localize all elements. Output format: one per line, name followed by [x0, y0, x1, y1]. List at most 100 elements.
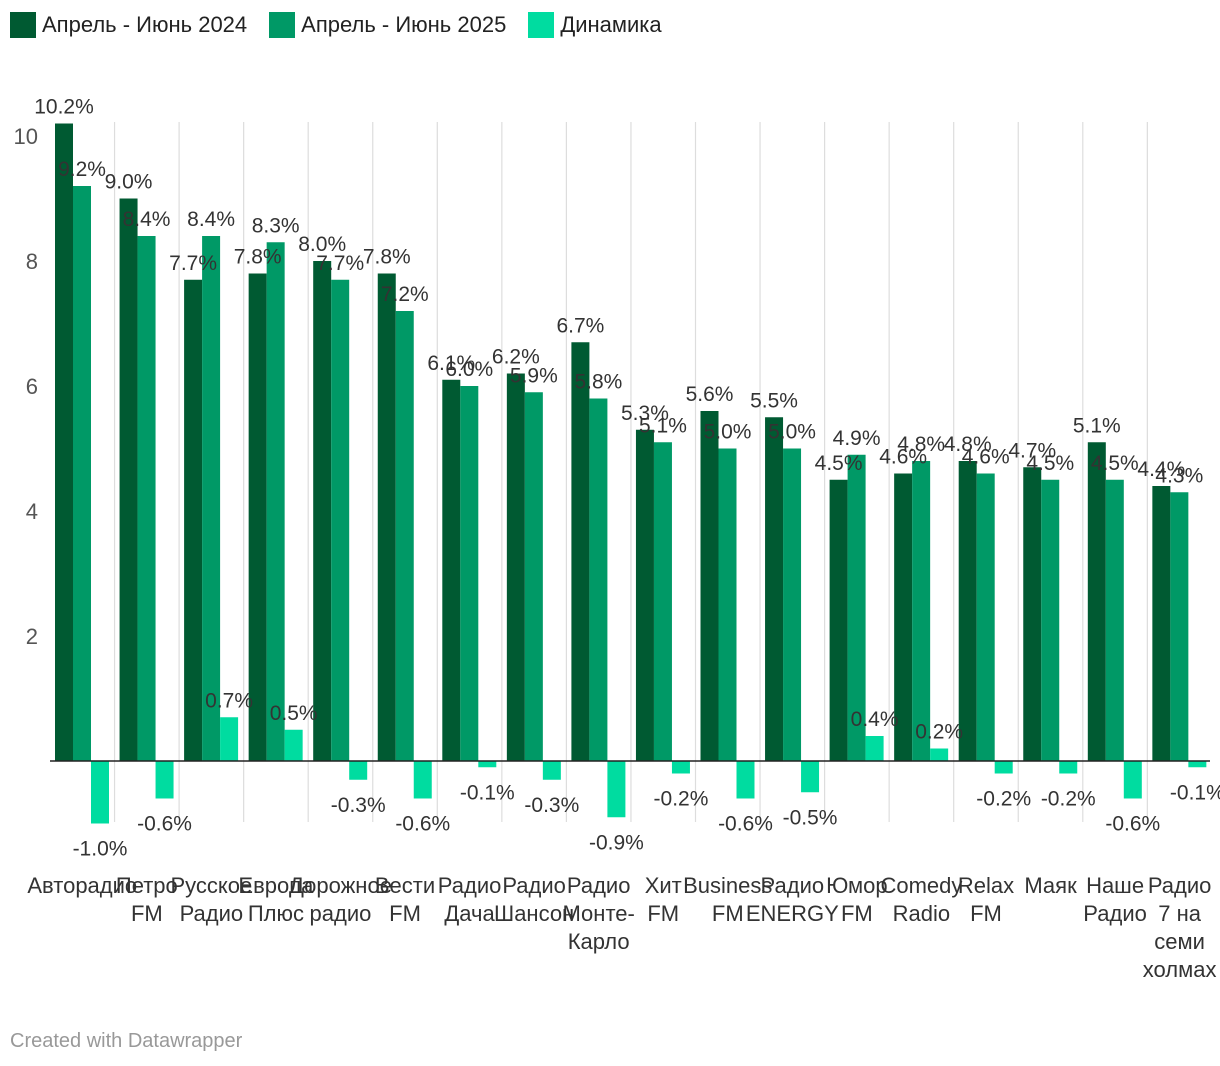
data-label: -0.2% [1041, 788, 1096, 811]
data-label: 4.7% [1008, 439, 1056, 462]
y-tick-label: 6 [26, 374, 38, 399]
data-label: 8.4% [123, 208, 171, 231]
bar-2024 [958, 461, 977, 761]
bar-2025 [202, 236, 221, 761]
data-label: 4.6% [962, 446, 1010, 469]
legend-swatch-2024 [10, 12, 36, 38]
bar-2025 [783, 448, 802, 761]
data-label: 9.0% [105, 171, 153, 194]
chart-legend: Апрель - Июнь 2024 Апрель - Июнь 2025 Ди… [10, 12, 662, 38]
bar-2024 [377, 273, 396, 761]
bar-2024 [55, 123, 73, 761]
x-tick-label: Business FM [683, 873, 772, 926]
x-tick-label: Юмор FM [826, 873, 888, 926]
x-tick-label: Comedy Radio [880, 873, 962, 926]
data-label: 0.7% [205, 689, 253, 712]
bar-2025 [73, 186, 91, 761]
data-label: 7.8% [234, 246, 282, 269]
x-tick-label: Русское Радио [170, 873, 252, 926]
legend-label-dynamics: Динамика [560, 12, 662, 37]
data-label: -1.0% [73, 838, 128, 861]
data-label: 7.7% [169, 252, 217, 275]
data-label: 4.9% [833, 427, 881, 450]
data-label: 5.3% [621, 402, 669, 425]
bar-2024 [765, 417, 784, 761]
bar-2025 [1105, 479, 1124, 761]
x-tick-label: Радио Монте-Карло [562, 873, 634, 954]
bar-2025 [1041, 479, 1060, 761]
bar-2024 [442, 379, 461, 761]
legend-swatch-2025 [269, 12, 296, 38]
data-label: 6.0% [445, 358, 493, 381]
data-label: 5.0% [768, 421, 816, 444]
x-tick-label: Наше Радио [1083, 873, 1147, 926]
data-label: -0.2% [654, 788, 709, 811]
data-label: 5.8% [574, 371, 622, 394]
data-label: -0.3% [331, 794, 386, 817]
data-label: 0.5% [270, 702, 318, 725]
bar-dynamics [1123, 761, 1142, 799]
data-label: 5.9% [510, 364, 558, 387]
x-tick-label: Relax FM [958, 873, 1014, 926]
x-tick-label: Вести FM [375, 873, 435, 926]
bar-2025 [912, 461, 931, 761]
legend-item-2025: Апрель - Июнь 2025 [269, 12, 506, 38]
data-label: 8.3% [252, 214, 300, 237]
bar-2024 [119, 198, 138, 761]
data-label: 8.0% [298, 233, 346, 256]
bar-2024 [894, 473, 913, 761]
bar-dynamics [1188, 761, 1207, 768]
data-label: 5.6% [686, 383, 734, 406]
bar-2024 [571, 342, 590, 761]
data-label: 9.2% [58, 158, 106, 181]
bar-dynamics [801, 761, 820, 793]
data-label: 4.3% [1155, 464, 1203, 487]
bar-2024 [829, 479, 848, 761]
bar-2025 [524, 392, 543, 761]
data-label: -0.6% [137, 813, 192, 836]
bar-2024 [184, 279, 203, 761]
x-tick-label: Маяк [1024, 873, 1077, 898]
bar-dynamics [671, 761, 690, 774]
bar-2025 [331, 279, 350, 761]
bar-dynamics [155, 761, 174, 799]
bar-2024 [1152, 486, 1171, 761]
bar-2024 [248, 273, 267, 761]
data-label: 7.8% [363, 246, 411, 269]
bar-2024 [700, 411, 719, 761]
y-tick-label: 4 [26, 499, 38, 524]
bar-2025 [266, 242, 285, 761]
x-tick-label: Радио ENERGY [746, 873, 839, 926]
data-label: -0.1% [460, 781, 515, 804]
bar-2025 [589, 398, 608, 761]
legend-item-dynamics: Динамика [528, 12, 662, 38]
legend-label-2025: Апрель - Июнь 2025 [301, 12, 507, 37]
bar-dynamics [736, 761, 755, 799]
x-tick-label: Петро FM [116, 873, 178, 926]
data-label: 4.8% [897, 433, 945, 456]
data-label: -0.5% [783, 806, 838, 829]
data-label: 0.2% [915, 721, 963, 744]
data-label: 6.7% [556, 314, 604, 337]
data-label: 4.6% [879, 446, 927, 469]
bar-2025 [395, 311, 414, 761]
data-label: -0.3% [524, 794, 579, 817]
bar-2025 [460, 386, 479, 761]
data-label: -0.6% [1105, 813, 1160, 836]
legend-swatch-dynamics [528, 12, 555, 38]
bar-dynamics [220, 717, 239, 761]
data-label: 4.5% [1026, 452, 1074, 475]
x-tick-label: Радио Дача [438, 873, 502, 926]
data-label: 10.2% [34, 96, 94, 119]
bar-dynamics [994, 761, 1013, 774]
data-label: -0.6% [718, 813, 773, 836]
bar-2025 [718, 448, 737, 761]
data-label: 5.5% [750, 389, 798, 412]
bar-2024 [1087, 442, 1106, 761]
bar-2024 [635, 429, 654, 761]
data-label: 4.8% [944, 433, 992, 456]
x-tick-label: Авторадио [27, 873, 137, 898]
footer-credit: Created with Datawrapper [10, 1030, 243, 1052]
bar-2025 [976, 473, 995, 761]
bar-2024 [1023, 467, 1042, 761]
